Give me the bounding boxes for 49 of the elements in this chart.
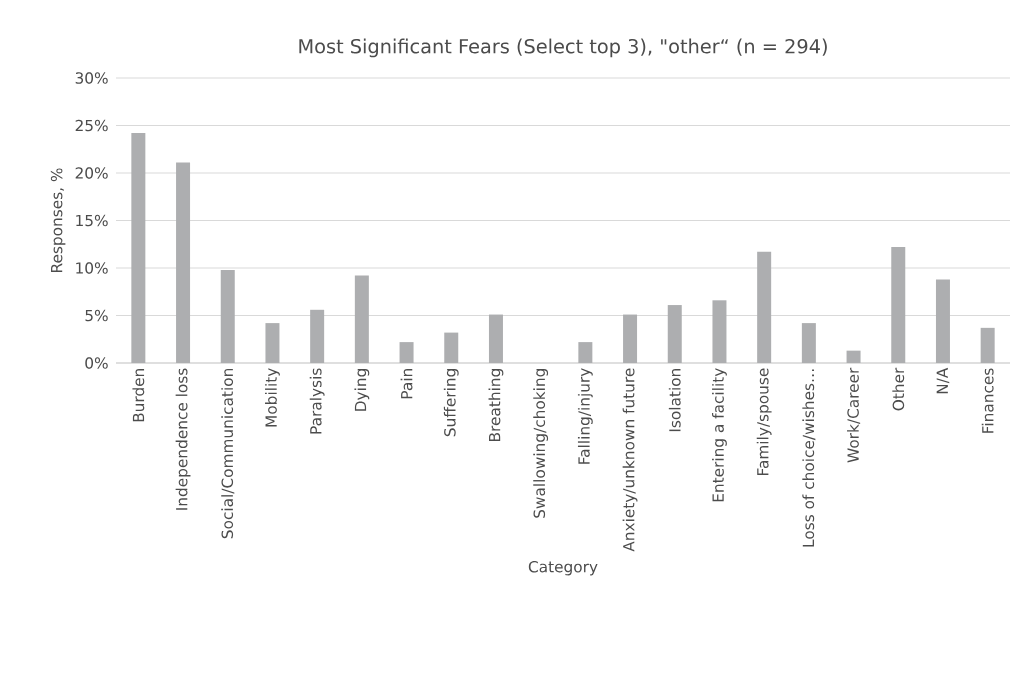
y-tick-label: 0% <box>85 357 108 369</box>
bar <box>310 309 325 363</box>
x-tick-label: Breathing <box>488 369 504 441</box>
x-tick-label: Swallowing/choking <box>533 369 549 518</box>
bar <box>399 342 414 363</box>
bar <box>265 323 280 363</box>
y-tick-label: 15% <box>76 214 108 227</box>
bar <box>444 332 459 363</box>
y-tick-label: 5% <box>85 309 108 322</box>
bar <box>354 275 369 363</box>
chart-title: Most Significant Fears (Select top 3), "other“ (n = 294) <box>299 38 827 58</box>
bar <box>488 314 503 363</box>
x-axis-title: Category <box>528 560 598 576</box>
bar <box>220 269 235 363</box>
x-tick-label: Family/spouse <box>756 368 772 475</box>
bar <box>846 350 861 363</box>
x-tick-label: Isolation <box>668 369 681 432</box>
bar <box>980 327 995 363</box>
y-tick-label: 10% <box>76 262 108 274</box>
y-tick-label: 25% <box>75 119 108 132</box>
y-tick-label: 20% <box>75 167 108 179</box>
bar <box>131 133 146 363</box>
y-axis-title: Responses, % <box>50 168 66 272</box>
x-tick-label: Work/Career <box>847 367 861 463</box>
x-tick-label: Paralysis <box>309 368 325 434</box>
x-tick-label: Pain <box>400 369 413 399</box>
x-tick-label: Entering a facility <box>712 368 727 502</box>
bar <box>891 247 906 363</box>
x-tick-label: Independence loss <box>175 368 191 510</box>
bar <box>176 162 191 363</box>
bar <box>757 251 772 363</box>
x-tick-label: Dying <box>354 369 370 411</box>
bar <box>935 279 950 363</box>
bar <box>712 300 727 363</box>
x-tick-label: Loss of choice/wishes… <box>802 369 816 547</box>
bar <box>623 314 638 363</box>
x-tick-label: Falling/injury <box>577 368 593 464</box>
x-tick-label: Anxiety/unknown future <box>622 368 638 552</box>
x-tick-label: Other <box>892 367 905 411</box>
x-tick-label: Mobility <box>265 368 280 427</box>
x-tick-label: Burden <box>132 369 145 422</box>
bar <box>578 342 593 363</box>
x-tick-label: Suffering <box>443 369 459 437</box>
x-tick-label: N/A <box>936 367 950 394</box>
bar <box>801 323 816 363</box>
y-tick-label: 30% <box>75 72 108 84</box>
x-tick-label: Social/Communication <box>221 368 235 539</box>
bar <box>667 305 682 363</box>
x-tick-label: Finances <box>981 368 994 433</box>
